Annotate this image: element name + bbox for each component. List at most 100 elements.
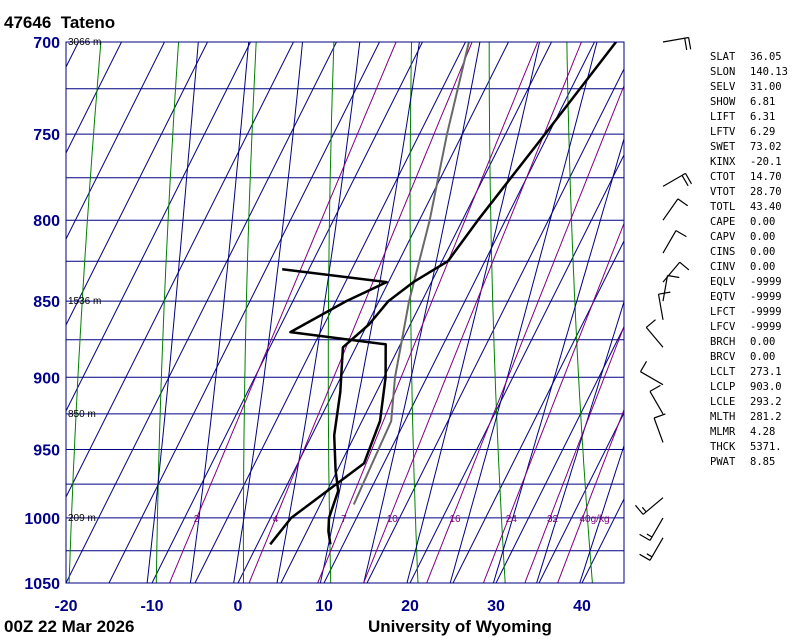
temperature-tick-label: -10 [140, 598, 163, 615]
index-value: -9999 [750, 306, 782, 318]
temperature-tick-label: 10 [315, 598, 333, 615]
index-row: LCLP 903.0 [710, 380, 788, 395]
index-key: LIFT [710, 111, 736, 123]
index-row: LFCT -9999 [710, 305, 788, 320]
index-value: 273.1 [750, 366, 782, 378]
index-value: 140.13 [750, 66, 788, 78]
index-row: LCLT 273.1 [710, 365, 788, 380]
station-id: 47646 [4, 13, 52, 32]
index-value: 14.70 [750, 171, 782, 183]
index-row: SLAT 36.05 [710, 50, 788, 65]
index-key: SWET [710, 141, 736, 153]
index-key: LFCV [710, 321, 736, 333]
dewpoint-trace [269, 268, 388, 546]
mixing-ratio-label: 40g/kg [580, 514, 610, 525]
index-key: SELV [710, 81, 736, 93]
temperature-trace [327, 42, 617, 545]
index-row: LIFT 6.31 [710, 110, 788, 125]
index-row: SWET 73.02 [710, 140, 788, 155]
index-row: CINV 0.00 [710, 260, 788, 275]
isotherm [66, 42, 294, 499]
index-value: 8.85 [750, 456, 776, 468]
index-row: SELV 31.00 [710, 80, 788, 95]
index-value: 281.2 [750, 411, 782, 423]
mixing-ratio-line [557, 408, 624, 583]
pressure-tick-label: 1000 [24, 511, 60, 528]
mixing-ratio-line [363, 42, 582, 583]
pressure-tick-label: 750 [33, 127, 60, 144]
index-key: MLTH [710, 411, 736, 423]
dry-adiabat [242, 42, 257, 583]
dry-adiabat [409, 42, 419, 583]
moist-adiabat [276, 42, 361, 583]
isotherm [409, 153, 624, 583]
index-row: CTOT 14.70 [710, 170, 788, 185]
index-key: LFCT [710, 306, 736, 318]
wind-barb [639, 361, 664, 386]
index-row: LFTV 6.29 [710, 125, 788, 140]
index-key: CAPE [710, 216, 736, 228]
isotherm [66, 42, 208, 327]
moist-adiabat [536, 300, 624, 583]
isotherm [280, 42, 552, 583]
index-row: MLTH 281.2 [710, 410, 788, 425]
mixing-ratio-label: 4 [273, 514, 279, 525]
index-value: -20.1 [750, 156, 782, 168]
index-key: THCK [710, 441, 736, 453]
index-key: CTOT [710, 171, 736, 183]
pressure-tick-label: 700 [33, 35, 60, 52]
moist-adiabat [189, 42, 250, 583]
isotherm [66, 42, 337, 583]
wind-barb [662, 198, 689, 221]
wind-barb [662, 172, 693, 187]
index-row: CAPE 0.00 [710, 215, 788, 230]
isotherm [495, 325, 624, 583]
isotherm [66, 42, 79, 69]
stability-indices-table: SLAT 36.05 SLON 140.13 SELV 31.00 SHOW 6.81 LIFT… [710, 50, 788, 470]
isotherm [194, 42, 466, 583]
isotherm [151, 42, 423, 583]
mixing-ratio-label: 32 [547, 514, 559, 525]
index-key: VTOT [710, 186, 736, 198]
background-lines [66, 42, 624, 583]
index-key: CINV [710, 261, 736, 273]
profiles [269, 42, 617, 546]
index-key: LCLT [710, 366, 736, 378]
index-value: 0.00 [750, 216, 776, 228]
index-row: MLMR 4.28 [710, 425, 788, 440]
index-row: THCK 5371. [710, 440, 788, 455]
index-value: 43.40 [750, 201, 782, 213]
mixing-ratio-line [524, 325, 624, 583]
dry-adiabat [566, 42, 593, 583]
temperature-tick-label: 0 [234, 598, 243, 615]
pressure-tick-label: 800 [33, 213, 60, 230]
index-row: EQTV -9999 [710, 290, 788, 305]
moist-adiabat [449, 42, 598, 583]
mixing-ratio-line [426, 84, 624, 583]
mixing-ratio-label: 7 [341, 514, 347, 525]
dry-adiabat [155, 42, 180, 583]
height-label: 1536 m [68, 296, 101, 307]
wind-barbs [634, 36, 693, 561]
index-key: SLON [710, 66, 736, 78]
index-value: 4.28 [750, 426, 776, 438]
mixing-ratio-line [169, 42, 397, 583]
index-row: CINS 0.00 [710, 245, 788, 260]
index-key: LCLP [710, 381, 736, 393]
isotherm [66, 42, 165, 241]
index-row: BRCV 0.00 [710, 350, 788, 365]
isotherm [452, 239, 624, 583]
source-credit: University of Wyoming [368, 617, 552, 636]
wind-barb [649, 384, 664, 415]
index-value: 5371. [750, 441, 782, 453]
mixing-ratio-line [248, 42, 473, 583]
mixing-ratio-label: 2 [194, 514, 200, 525]
index-key: BRCH [710, 336, 736, 348]
moist-adiabat [233, 42, 304, 583]
index-key: LFTV [710, 126, 736, 138]
moist-adiabat [363, 42, 481, 583]
index-row: BRCH 0.00 [710, 335, 788, 350]
wind-barb [662, 230, 687, 254]
mixing-ratio-label: 16 [449, 514, 461, 525]
